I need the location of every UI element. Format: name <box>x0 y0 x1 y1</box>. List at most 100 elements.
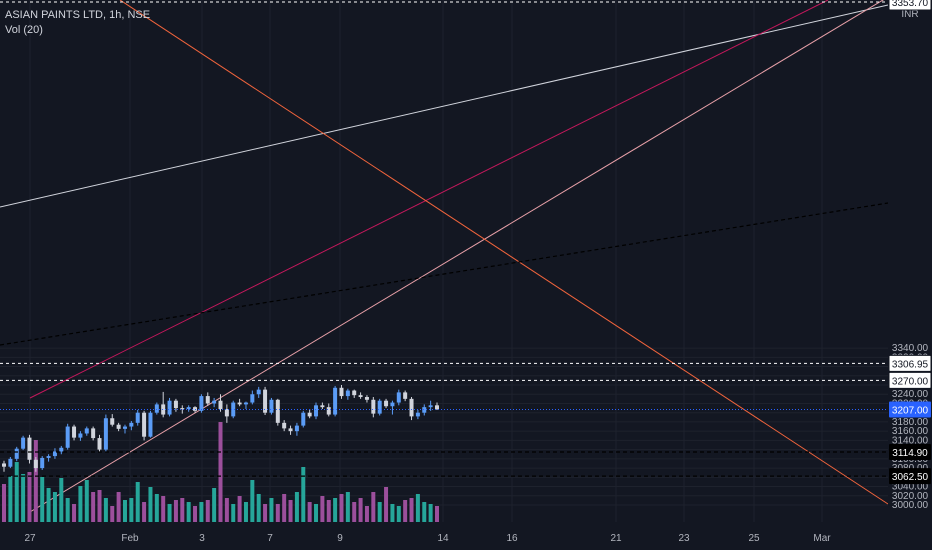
volume-bar <box>320 496 325 522</box>
volume-bar <box>116 492 121 522</box>
trend-line-channel <box>29 0 829 399</box>
price-tag: 3353.70 <box>892 0 929 9</box>
trend-line-upper <box>0 4 889 208</box>
candle-body <box>320 405 325 408</box>
candle-body <box>72 426 77 438</box>
volume-bar <box>186 502 191 522</box>
volume-bar <box>333 498 338 522</box>
volume-bar <box>243 502 248 522</box>
price-axis-label: 3140.00 <box>892 435 929 446</box>
price-tag-box <box>888 371 932 389</box>
volume-bar <box>345 492 350 522</box>
volume-bar <box>384 487 389 522</box>
volume-bar <box>52 492 57 522</box>
candlestick-series[interactable] <box>2 385 439 472</box>
candle-body <box>205 396 210 404</box>
candle-body <box>167 400 172 415</box>
volume-bar <box>148 487 153 522</box>
candle-body <box>91 428 96 439</box>
candle-body <box>333 387 338 415</box>
volume-bar <box>65 498 70 522</box>
trend-line-dashed <box>0 202 889 346</box>
candle-body <box>46 456 51 458</box>
volume-bar <box>288 500 293 522</box>
candle-body <box>142 412 147 437</box>
candle-body <box>428 405 433 408</box>
candle-body <box>218 400 223 410</box>
volume-bar <box>199 502 204 522</box>
price-tag-box <box>888 354 932 372</box>
price-axis-label: 3040.00 <box>892 482 929 493</box>
candle-body <box>396 392 401 403</box>
time-axis-label: 3 <box>199 533 205 544</box>
volume-bar <box>33 440 38 522</box>
candle-body <box>224 409 229 417</box>
volume-bar <box>212 488 217 522</box>
volume-bar <box>180 498 185 522</box>
trend-drawings[interactable] <box>0 0 889 513</box>
trend-line-support <box>29 0 884 513</box>
candle-body <box>148 412 153 437</box>
volume-bar <box>72 504 77 522</box>
volume-bar <box>173 500 178 522</box>
candle-body <box>435 405 439 410</box>
candle-body <box>180 408 185 410</box>
candle-body <box>243 402 248 405</box>
price-axis-label: 3180.00 <box>892 417 929 428</box>
candle-body <box>345 390 350 397</box>
time-axis-label: 9 <box>337 533 343 544</box>
time-axis-labels: 27 Feb 3 7 9 14 16 21 23 25 Mar <box>24 533 831 544</box>
candle-body <box>84 428 89 434</box>
volume-bar <box>250 480 255 522</box>
candle-body <box>256 389 261 395</box>
candle-body <box>263 389 268 413</box>
candle-body <box>390 402 395 407</box>
candle-body <box>231 402 236 417</box>
candle-body <box>294 425 299 432</box>
volume-bar <box>409 498 414 522</box>
horizontal-lines[interactable] <box>0 1 888 477</box>
volume-bar <box>218 422 223 522</box>
volume-bar <box>46 488 51 522</box>
price-axis[interactable] <box>888 0 932 522</box>
volume-bar <box>269 498 274 522</box>
volume-bar <box>205 500 210 522</box>
volume-bar <box>237 496 242 522</box>
trend-line-resistance <box>119 0 889 505</box>
volume-bar <box>256 494 261 522</box>
volume-bar <box>2 484 6 522</box>
volume-bar <box>428 504 433 522</box>
volume-bar <box>358 498 363 522</box>
candle-body <box>326 407 331 415</box>
volume-bar <box>40 477 45 522</box>
price-tag-box <box>889 468 931 485</box>
price-tag: 3270.00 <box>892 376 929 387</box>
candle-body <box>288 428 293 432</box>
time-axis[interactable] <box>0 522 888 550</box>
candle-body <box>186 407 191 410</box>
time-axis-label: Mar <box>813 533 831 544</box>
volume-bar <box>294 492 299 522</box>
price-axis-label: 3240.00 <box>892 389 929 400</box>
candle-body <box>358 395 363 398</box>
volume-indicator-label[interactable]: Vol (20) <box>5 24 43 36</box>
volume-bar <box>263 504 268 522</box>
volume-bar <box>84 480 89 522</box>
volume-bar <box>193 506 198 522</box>
time-axis-label: Feb <box>121 533 139 544</box>
price-tag: 3207.00 <box>892 405 929 416</box>
symbol-title[interactable]: ASIAN PAINTS LTD, 1h, NSE <box>5 9 151 21</box>
candle-body <box>40 457 45 469</box>
candle-body <box>27 437 32 460</box>
volume-bar <box>371 492 376 522</box>
time-axis-label: 25 <box>748 533 760 544</box>
volume-bar <box>142 502 147 522</box>
volume-bar <box>21 474 26 522</box>
candle-body <box>21 437 26 449</box>
volume-bar <box>422 502 427 522</box>
candle-body <box>269 399 274 413</box>
candle-body <box>314 405 319 417</box>
candle-body <box>199 396 204 411</box>
volume-bar <box>352 502 357 522</box>
